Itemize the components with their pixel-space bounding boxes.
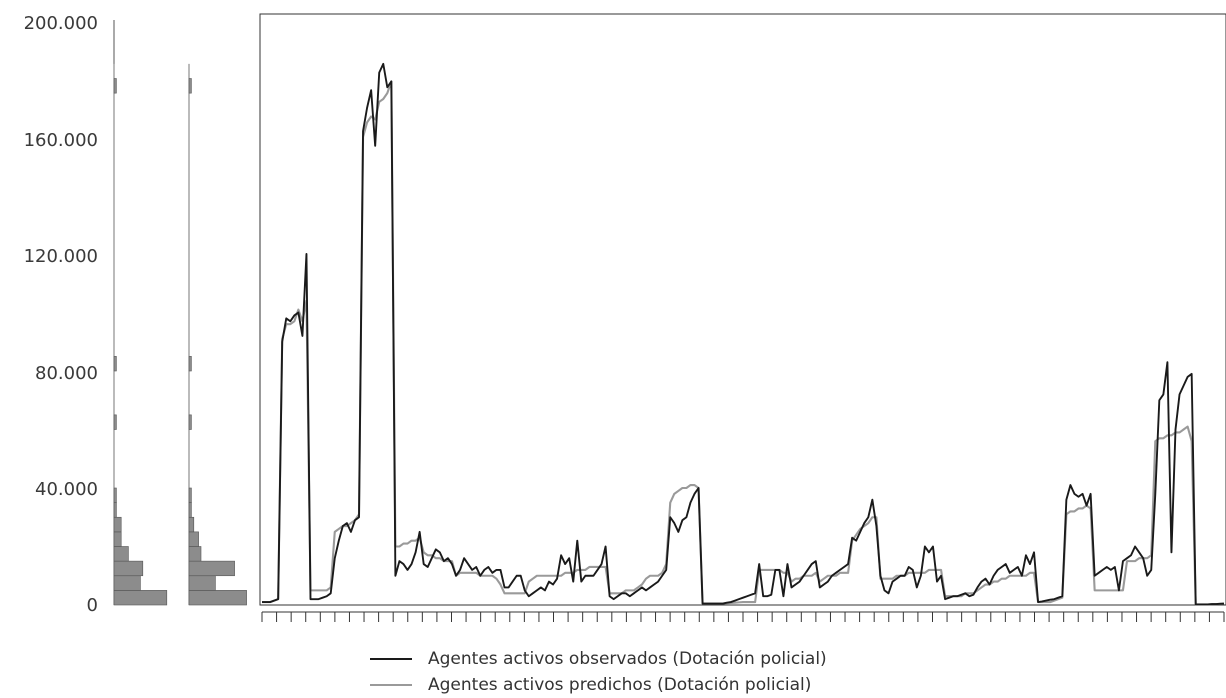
histogram-bar <box>113 516 122 533</box>
series-line-predicted <box>262 80 1225 606</box>
histogram-bar <box>113 531 122 547</box>
histogram-bar <box>113 414 117 430</box>
histogram-bar <box>188 516 195 533</box>
y-tick-label: 0 <box>87 595 98 616</box>
histogram-bar <box>188 560 235 577</box>
histogram-bar <box>188 531 199 547</box>
histogram-bar <box>113 356 117 372</box>
legend-swatch-observed <box>370 658 412 660</box>
histogram-bar <box>188 546 202 562</box>
y-tick-label: 80.000 <box>35 363 98 384</box>
histogram-bar <box>113 546 129 562</box>
histogram-bar <box>188 502 192 518</box>
series-lines <box>262 62 1225 606</box>
histogram-bar <box>113 502 117 518</box>
histogram-bar <box>188 356 192 372</box>
histogram-bar <box>188 414 192 430</box>
legend-item-predicted: Agentes activos predichos (Dotación poli… <box>370 672 827 698</box>
histogram-bar <box>188 575 216 591</box>
chart: 200.000 160.000 120.000 80.000 40.000 0 <box>24 13 1226 622</box>
legend-swatch-predicted <box>370 684 412 686</box>
series-line-observed <box>262 62 1225 606</box>
y-tick-label: 40.000 <box>35 479 98 500</box>
histogram-bar <box>188 590 247 606</box>
histogram-bar <box>113 78 117 94</box>
y-axis: 200.000 160.000 120.000 80.000 40.000 0 <box>24 13 115 616</box>
histogram-predicted <box>188 63 247 606</box>
x-axis-ticks <box>261 611 1225 622</box>
legend-item-observed: Agentes activos observados (Dotación pol… <box>370 646 827 672</box>
legend-label-observed: Agentes activos observados (Dotación pol… <box>428 649 827 669</box>
histogram-bar <box>188 78 192 94</box>
histogram-bar <box>113 487 117 503</box>
y-tick-label: 120.000 <box>24 246 98 267</box>
histogram-bar <box>113 560 144 577</box>
y-tick-label: 200.000 <box>24 13 98 34</box>
y-tick-label: 160.000 <box>24 130 98 151</box>
plot-area-border <box>259 13 1226 606</box>
legend: Agentes activos observados (Dotación pol… <box>370 646 827 698</box>
legend-label-predicted: Agentes activos predichos (Dotación poli… <box>428 675 812 695</box>
histogram-bar <box>188 487 192 503</box>
plot-frame <box>259 13 1226 606</box>
histogram-bar <box>113 575 141 591</box>
histogram-observed <box>113 63 168 606</box>
histogram-bar <box>113 590 168 606</box>
